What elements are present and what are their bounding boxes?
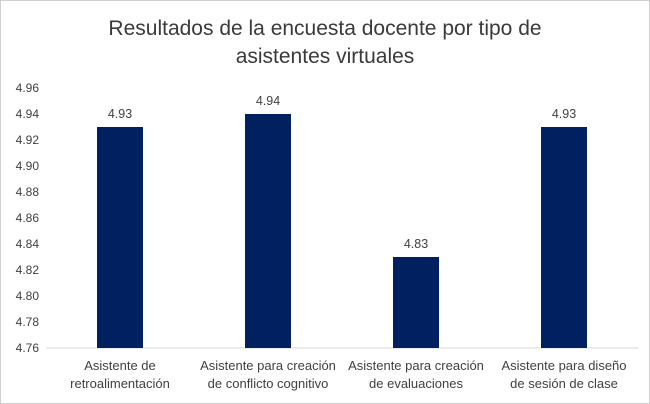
data-label: 4.93 bbox=[108, 107, 132, 121]
x-category-label: Asistente para creación bbox=[348, 358, 484, 373]
x-category-label: retroalimentación bbox=[70, 376, 170, 391]
y-tick-label: 4.96 bbox=[16, 81, 40, 95]
x-category-label: de conflicto cognitivo bbox=[208, 376, 329, 391]
y-tick-label: 4.86 bbox=[16, 211, 40, 225]
x-category-label: Asistente de bbox=[84, 358, 156, 373]
y-tick-label: 4.78 bbox=[16, 315, 40, 329]
bar bbox=[541, 127, 587, 348]
chart-title-line-1: Resultados de la encuesta docente por ti… bbox=[108, 17, 541, 40]
y-tick-label: 4.90 bbox=[16, 159, 40, 173]
x-category-label: de sesión de clase bbox=[510, 376, 618, 391]
data-label: 4.93 bbox=[552, 107, 576, 121]
bar bbox=[97, 127, 143, 348]
y-tick-label: 4.92 bbox=[16, 133, 40, 147]
data-label: 4.83 bbox=[404, 237, 428, 251]
y-tick-label: 4.80 bbox=[16, 289, 40, 303]
y-tick-label: 4.94 bbox=[16, 107, 40, 121]
x-category-label: de evaluaciones bbox=[369, 376, 463, 391]
y-tick-label: 4.84 bbox=[16, 237, 40, 251]
data-label: 4.94 bbox=[256, 94, 280, 108]
y-tick-label: 4.88 bbox=[16, 185, 40, 199]
bar bbox=[393, 257, 439, 348]
y-tick-label: 4.82 bbox=[16, 263, 40, 277]
y-tick-label: 4.76 bbox=[16, 341, 40, 355]
chart-title-line-2: asistentes virtuales bbox=[236, 45, 415, 68]
x-category-label: Asistente para diseño bbox=[501, 358, 626, 373]
bar bbox=[245, 114, 291, 348]
x-category-label: Asistente para creación bbox=[200, 358, 336, 373]
